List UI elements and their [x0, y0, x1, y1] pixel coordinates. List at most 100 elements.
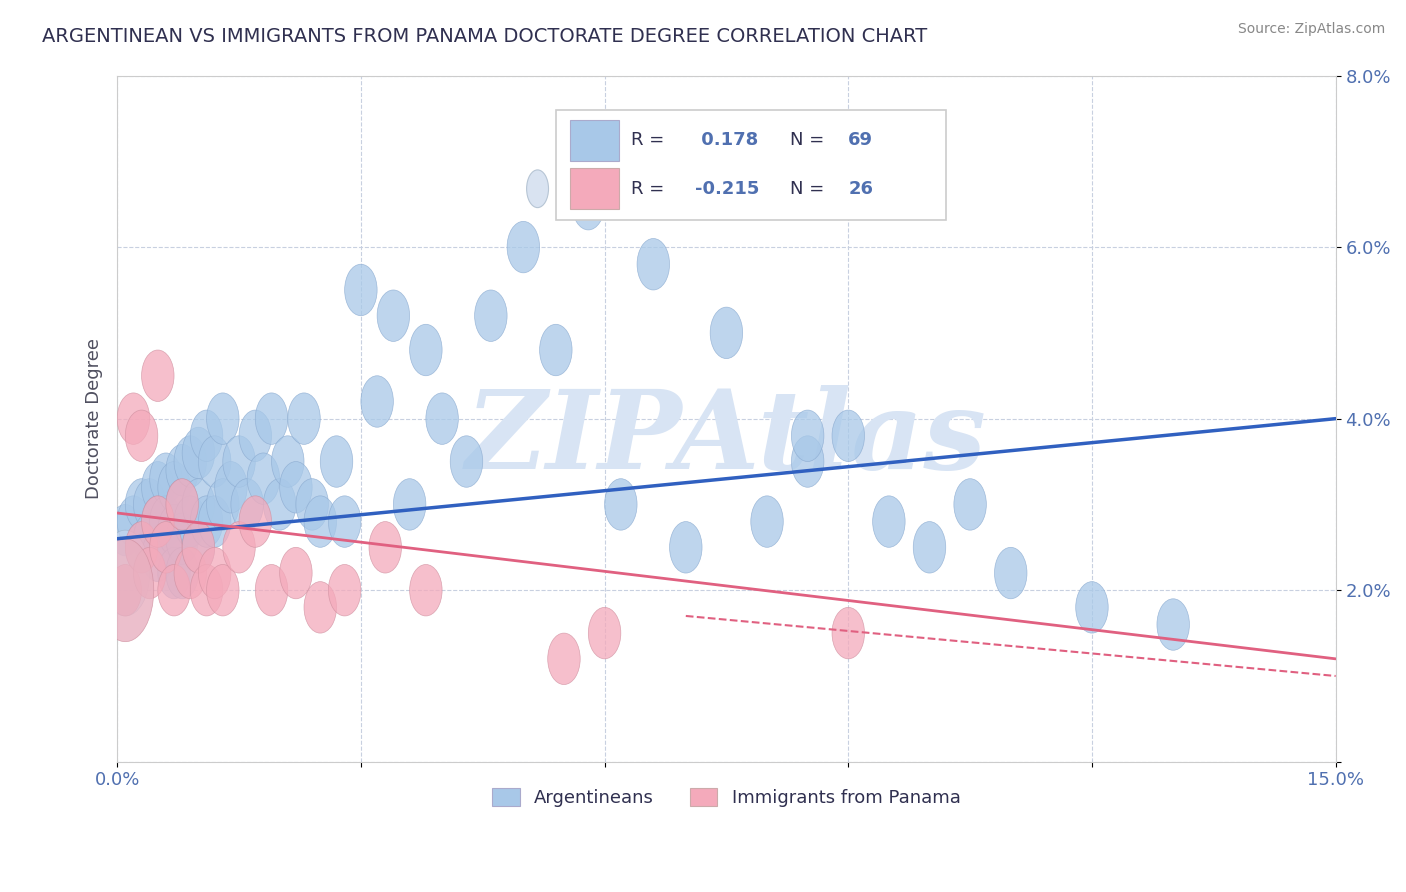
Ellipse shape	[149, 522, 183, 573]
Ellipse shape	[361, 376, 394, 427]
Ellipse shape	[288, 392, 321, 444]
Ellipse shape	[368, 522, 402, 573]
Ellipse shape	[157, 461, 190, 513]
Ellipse shape	[157, 548, 190, 599]
Ellipse shape	[166, 444, 198, 496]
Ellipse shape	[166, 479, 198, 530]
Ellipse shape	[426, 392, 458, 444]
Ellipse shape	[239, 496, 271, 548]
Ellipse shape	[873, 496, 905, 548]
Ellipse shape	[207, 565, 239, 616]
Ellipse shape	[271, 436, 304, 487]
Ellipse shape	[97, 539, 153, 641]
Text: -0.215: -0.215	[695, 180, 759, 198]
Ellipse shape	[953, 479, 987, 530]
FancyBboxPatch shape	[571, 120, 619, 161]
Ellipse shape	[125, 479, 157, 530]
Ellipse shape	[508, 221, 540, 273]
Text: R =: R =	[631, 180, 671, 198]
Ellipse shape	[190, 565, 222, 616]
FancyBboxPatch shape	[571, 169, 619, 210]
Ellipse shape	[994, 548, 1026, 599]
Ellipse shape	[110, 505, 142, 556]
Ellipse shape	[832, 410, 865, 461]
Ellipse shape	[117, 392, 149, 444]
Ellipse shape	[222, 522, 256, 573]
Ellipse shape	[190, 410, 222, 461]
Ellipse shape	[166, 513, 198, 565]
Ellipse shape	[710, 307, 742, 359]
Text: Source: ZipAtlas.com: Source: ZipAtlas.com	[1237, 22, 1385, 37]
Ellipse shape	[183, 522, 215, 573]
Ellipse shape	[222, 436, 256, 487]
Ellipse shape	[377, 290, 409, 342]
Ellipse shape	[183, 427, 215, 479]
Text: R =: R =	[631, 131, 671, 149]
Ellipse shape	[149, 496, 183, 548]
Ellipse shape	[174, 496, 207, 548]
Ellipse shape	[142, 496, 174, 548]
Ellipse shape	[394, 479, 426, 530]
Y-axis label: Doctorate Degree: Doctorate Degree	[86, 338, 103, 500]
Ellipse shape	[605, 479, 637, 530]
Ellipse shape	[149, 522, 183, 573]
Ellipse shape	[295, 479, 329, 530]
Ellipse shape	[669, 522, 702, 573]
Ellipse shape	[134, 479, 166, 530]
Ellipse shape	[157, 565, 190, 616]
Ellipse shape	[914, 522, 946, 573]
Ellipse shape	[548, 633, 581, 684]
Ellipse shape	[198, 436, 231, 487]
Ellipse shape	[280, 461, 312, 513]
Ellipse shape	[190, 496, 222, 548]
Ellipse shape	[832, 607, 865, 659]
Ellipse shape	[409, 325, 441, 376]
Ellipse shape	[304, 582, 336, 633]
Text: ZIPAtlas: ZIPAtlas	[465, 385, 987, 493]
Ellipse shape	[207, 479, 239, 530]
Ellipse shape	[239, 410, 271, 461]
Text: N =: N =	[790, 180, 830, 198]
Ellipse shape	[125, 410, 157, 461]
Ellipse shape	[344, 264, 377, 316]
Ellipse shape	[142, 350, 174, 401]
Text: ARGENTINEAN VS IMMIGRANTS FROM PANAMA DOCTORATE DEGREE CORRELATION CHART: ARGENTINEAN VS IMMIGRANTS FROM PANAMA DO…	[42, 27, 928, 45]
Ellipse shape	[125, 522, 157, 573]
Ellipse shape	[475, 290, 508, 342]
Ellipse shape	[792, 410, 824, 461]
Ellipse shape	[751, 496, 783, 548]
Ellipse shape	[792, 436, 824, 487]
Ellipse shape	[409, 565, 441, 616]
Ellipse shape	[101, 530, 149, 616]
Ellipse shape	[540, 325, 572, 376]
Ellipse shape	[183, 479, 215, 530]
Ellipse shape	[183, 522, 215, 573]
Ellipse shape	[304, 496, 336, 548]
Ellipse shape	[572, 178, 605, 230]
Ellipse shape	[637, 238, 669, 290]
Ellipse shape	[329, 565, 361, 616]
Ellipse shape	[527, 169, 548, 208]
Ellipse shape	[149, 453, 183, 505]
Ellipse shape	[280, 548, 312, 599]
Ellipse shape	[125, 522, 157, 573]
Ellipse shape	[450, 436, 482, 487]
Ellipse shape	[198, 496, 231, 548]
Text: N =: N =	[790, 131, 830, 149]
Ellipse shape	[110, 565, 142, 616]
Legend: Argentineans, Immigrants from Panama: Argentineans, Immigrants from Panama	[485, 780, 967, 814]
Ellipse shape	[256, 392, 288, 444]
Ellipse shape	[166, 479, 198, 530]
Ellipse shape	[134, 548, 166, 599]
Ellipse shape	[166, 548, 198, 599]
Ellipse shape	[142, 461, 174, 513]
Ellipse shape	[142, 530, 174, 582]
Ellipse shape	[198, 548, 231, 599]
Text: 0.178: 0.178	[695, 131, 758, 149]
Ellipse shape	[1076, 582, 1108, 633]
Ellipse shape	[247, 453, 280, 505]
Ellipse shape	[142, 496, 174, 548]
Ellipse shape	[231, 479, 263, 530]
Ellipse shape	[256, 565, 288, 616]
Ellipse shape	[329, 496, 361, 548]
